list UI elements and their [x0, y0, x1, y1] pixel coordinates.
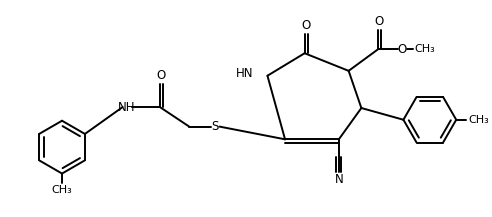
Text: O: O	[398, 43, 407, 56]
Text: O: O	[156, 69, 166, 82]
Text: CH₃: CH₃	[52, 185, 72, 195]
Text: CH₃: CH₃	[415, 44, 435, 54]
Text: CH₃: CH₃	[468, 115, 489, 125]
Text: NH: NH	[118, 100, 135, 113]
Text: HN: HN	[236, 67, 254, 80]
Text: N: N	[335, 173, 343, 186]
Text: S: S	[211, 120, 218, 133]
Text: O: O	[302, 19, 311, 32]
Text: O: O	[375, 15, 384, 28]
